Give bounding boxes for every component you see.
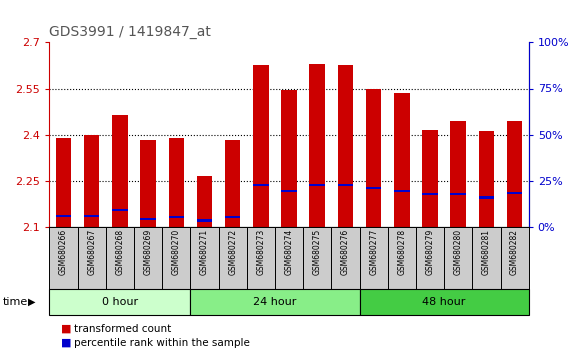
Text: GSM680281: GSM680281	[482, 229, 491, 275]
Text: GSM680279: GSM680279	[425, 229, 435, 275]
Bar	[253, 65, 268, 227]
Text: ▶: ▶	[28, 297, 35, 307]
Text: GSM680270: GSM680270	[172, 229, 181, 275]
Bar	[388, 227, 416, 289]
Bar	[338, 65, 353, 227]
Bar	[450, 193, 466, 195]
Bar	[360, 227, 388, 289]
Text: 24 hour: 24 hour	[253, 297, 297, 307]
Bar	[416, 227, 444, 289]
Text: GSM680277: GSM680277	[369, 229, 378, 275]
Bar	[49, 289, 191, 315]
Bar	[366, 187, 381, 189]
Bar	[338, 184, 353, 186]
Bar	[479, 196, 494, 199]
Text: ■: ■	[61, 338, 71, 348]
Bar	[141, 140, 156, 227]
Bar	[366, 88, 381, 227]
Text: GSM680280: GSM680280	[454, 229, 462, 275]
Bar	[162, 227, 191, 289]
Bar	[191, 227, 218, 289]
Bar	[281, 90, 297, 227]
Bar	[253, 184, 268, 186]
Bar	[444, 227, 472, 289]
Bar	[84, 135, 99, 227]
Bar	[281, 190, 297, 192]
Bar	[225, 216, 241, 218]
Bar	[472, 227, 500, 289]
Text: GSM680276: GSM680276	[341, 229, 350, 275]
Text: percentile rank within the sample: percentile rank within the sample	[74, 338, 250, 348]
Bar	[49, 227, 78, 289]
Bar	[303, 227, 331, 289]
Bar	[218, 227, 247, 289]
Text: GSM680278: GSM680278	[397, 229, 406, 275]
Bar	[310, 64, 325, 227]
Text: GSM680271: GSM680271	[200, 229, 209, 275]
Bar	[191, 289, 360, 315]
Text: GDS3991 / 1419847_at: GDS3991 / 1419847_at	[49, 25, 211, 39]
Text: transformed count: transformed count	[74, 324, 171, 333]
Bar	[422, 193, 437, 195]
Bar	[247, 227, 275, 289]
Text: 48 hour: 48 hour	[422, 297, 466, 307]
Bar	[56, 138, 71, 227]
Bar	[197, 219, 212, 222]
Bar	[112, 115, 128, 227]
Text: ■: ■	[61, 324, 71, 333]
Text: GSM680272: GSM680272	[228, 229, 237, 275]
Text: GSM680275: GSM680275	[313, 229, 322, 275]
Bar	[331, 227, 360, 289]
Bar	[360, 289, 529, 315]
Bar	[112, 209, 128, 211]
Bar	[450, 121, 466, 227]
Bar	[394, 190, 410, 192]
Bar	[422, 130, 437, 227]
Bar	[479, 131, 494, 227]
Bar	[310, 184, 325, 186]
Bar	[197, 176, 212, 227]
Bar	[56, 215, 71, 217]
Text: GSM680268: GSM680268	[116, 229, 124, 275]
Bar	[141, 218, 156, 220]
Bar	[500, 227, 529, 289]
Text: time: time	[3, 297, 28, 307]
Bar	[78, 227, 106, 289]
Bar	[507, 121, 522, 227]
Bar	[106, 227, 134, 289]
Text: GSM680274: GSM680274	[285, 229, 293, 275]
Bar	[225, 140, 241, 227]
Text: GSM680266: GSM680266	[59, 229, 68, 275]
Text: GSM680273: GSM680273	[256, 229, 266, 275]
Bar	[275, 227, 303, 289]
Bar	[394, 93, 410, 227]
Text: GSM680269: GSM680269	[144, 229, 153, 275]
Bar	[507, 192, 522, 194]
Text: GSM680267: GSM680267	[87, 229, 96, 275]
Bar	[134, 227, 162, 289]
Bar	[168, 216, 184, 218]
Text: 0 hour: 0 hour	[102, 297, 138, 307]
Text: GSM680282: GSM680282	[510, 229, 519, 275]
Bar	[84, 215, 99, 217]
Bar	[168, 138, 184, 227]
